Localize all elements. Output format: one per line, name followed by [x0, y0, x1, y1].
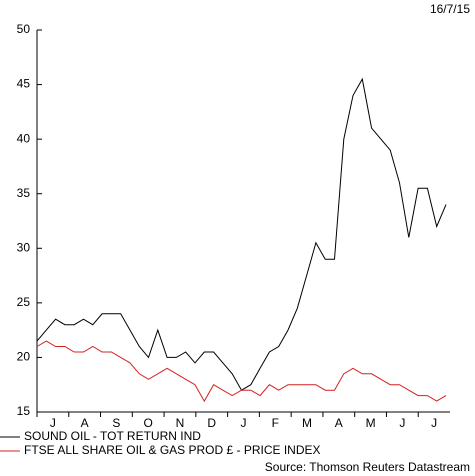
date-label: 16/7/15: [430, 2, 470, 16]
legend-label: FTSE ALL SHARE OIL & GAS PROD £ - PRICE …: [24, 443, 321, 457]
y-tick-label: 25: [17, 295, 31, 309]
series-line: [36, 340, 447, 403]
y-tick-label: 15: [17, 404, 31, 418]
series-line: [36, 77, 447, 391]
y-tick-label: 30: [17, 240, 31, 254]
y-tick-label: 20: [17, 350, 31, 364]
y-tick-label: 50: [17, 22, 31, 36]
x-tick-label: A: [335, 416, 343, 430]
y-tick-label: 40: [17, 131, 31, 145]
x-tick-label: S: [112, 416, 120, 430]
legend-label: SOUND OIL - TOT RETURN IND: [24, 429, 201, 443]
x-tick-label: D: [207, 416, 216, 430]
y-tick-label: 45: [17, 77, 31, 91]
x-tick-label: J: [50, 416, 56, 430]
x-tick-label: A: [81, 416, 89, 430]
x-tick-label: M: [302, 416, 312, 430]
x-tick-label: F: [272, 416, 279, 430]
x-tick-label: M: [366, 416, 376, 430]
source-label: Source: Thomson Reuters Datastream: [265, 460, 470, 474]
x-tick-label: N: [176, 416, 185, 430]
x-tick-label: O: [144, 416, 153, 430]
x-tick-label: J: [431, 416, 437, 430]
x-tick-label: J: [241, 416, 247, 430]
y-tick-label: 35: [17, 186, 31, 200]
x-tick-label: J: [399, 416, 405, 430]
